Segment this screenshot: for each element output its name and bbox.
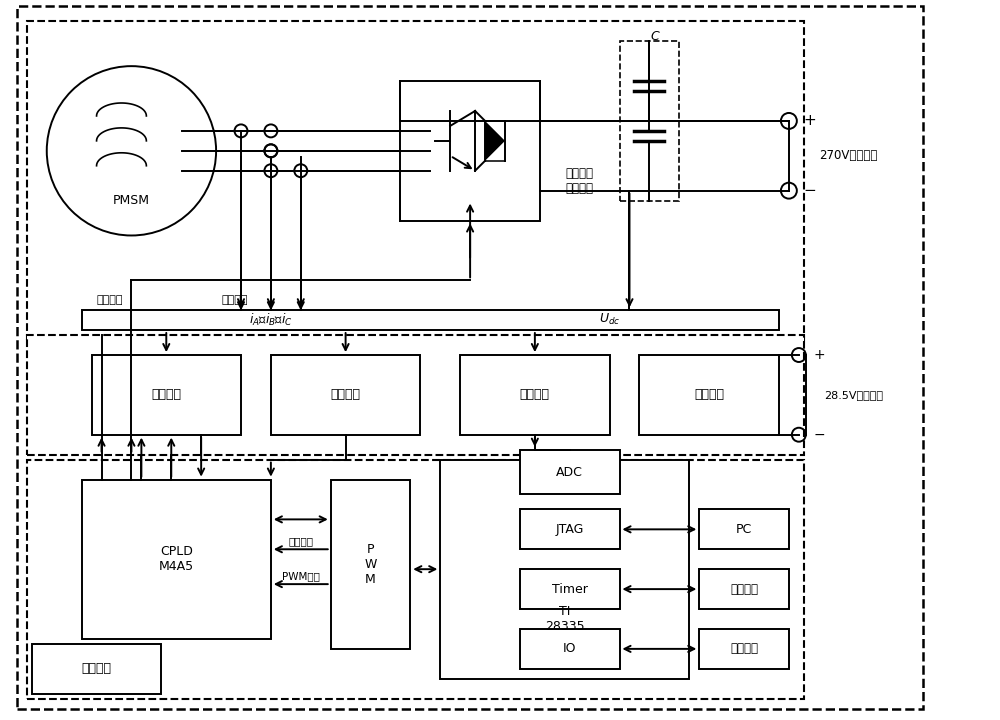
Bar [620, 41, 679, 201]
Text: +: + [814, 348, 825, 362]
Bar [27, 335, 804, 454]
Bar [520, 629, 620, 669]
Text: 保护电路: 保护电路 [331, 388, 361, 401]
Text: PWM信号: PWM信号 [282, 571, 320, 581]
Bar [32, 644, 161, 693]
Text: 28.5V控制电源: 28.5V控制电源 [824, 390, 883, 400]
Text: CPLD
M4A5: CPLD M4A5 [159, 545, 194, 573]
Bar [27, 459, 804, 698]
Bar [82, 310, 779, 330]
Text: PC: PC [736, 523, 752, 536]
Bar [520, 570, 620, 609]
Bar [699, 510, 789, 549]
Bar [520, 450, 620, 495]
Bar [639, 355, 779, 435]
Text: ADC: ADC [556, 466, 583, 479]
Text: C: C [650, 30, 659, 42]
Bar [520, 510, 620, 549]
Polygon shape [485, 121, 505, 161]
Bar [400, 81, 540, 220]
Text: P
W
M: P W M [364, 543, 377, 585]
Text: 故障信号: 故障信号 [288, 536, 313, 546]
Text: 旋变信号: 旋变信号 [730, 582, 758, 595]
Text: 控制电路: 控制电路 [82, 662, 112, 675]
Bar [699, 570, 789, 609]
Text: 调理电路: 调理电路 [520, 388, 550, 401]
Text: 三相逆变
功率电路: 三相逆变 功率电路 [566, 167, 594, 194]
Text: PMSM: PMSM [113, 194, 150, 207]
Text: Timer: Timer [552, 582, 588, 595]
Text: −: − [814, 428, 825, 441]
Text: $U_{dc}$: $U_{dc}$ [599, 312, 620, 327]
Text: $i_A$、$i_B$、$i_C$: $i_A$、$i_B$、$i_C$ [249, 312, 293, 328]
Text: JTAG: JTAG [556, 523, 584, 536]
Text: 驱动信号: 驱动信号 [97, 295, 123, 305]
Text: −: − [804, 183, 817, 198]
Text: 故障信号: 故障信号 [221, 295, 248, 305]
Text: 控制信号: 控制信号 [730, 642, 758, 655]
Text: 驱动电路: 驱动电路 [151, 388, 181, 401]
Bar [82, 480, 271, 639]
Bar [440, 459, 689, 679]
Text: +: + [804, 114, 817, 128]
Bar [460, 355, 610, 435]
Bar [699, 629, 789, 669]
Text: 电源接口: 电源接口 [694, 388, 724, 401]
Text: IO: IO [563, 642, 576, 655]
Bar [27, 22, 804, 340]
Bar [92, 355, 241, 435]
Bar [331, 480, 410, 649]
Text: TI
28335: TI 28335 [545, 605, 585, 633]
Bar [271, 355, 420, 435]
Text: 270V驱动电源: 270V驱动电源 [819, 149, 877, 162]
